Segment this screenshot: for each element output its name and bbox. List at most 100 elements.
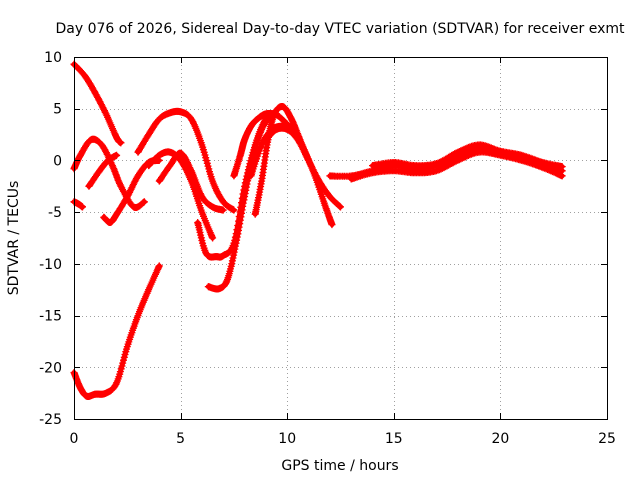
data-point: [437, 158, 445, 166]
data-point: [300, 147, 308, 155]
y-axis-label: SDTVAR / TECUs: [6, 181, 22, 296]
data-point: [102, 110, 110, 118]
data-point: [451, 150, 459, 158]
data-point: [308, 164, 316, 172]
data-point: [461, 153, 469, 161]
y-tick-label: 0: [53, 153, 62, 169]
data-point: [545, 166, 553, 174]
series-arc-4: [85, 151, 121, 190]
data-point: [442, 163, 450, 171]
data-point: [303, 153, 311, 161]
series-arc-18: [369, 141, 566, 171]
data-point: [102, 147, 110, 155]
data-point: [182, 156, 190, 164]
series-arc-6: [70, 262, 163, 400]
data-point: [307, 161, 315, 169]
data-point: [558, 163, 566, 171]
data-point: [258, 141, 266, 149]
data-point: [101, 107, 108, 115]
data-point: [209, 234, 217, 242]
x-axis-label: GPS time / hours: [281, 458, 398, 474]
data-point: [451, 158, 459, 166]
data-point: [116, 181, 124, 189]
x-tick-label: 20: [491, 431, 509, 447]
data-point: [298, 142, 306, 150]
data-point: [112, 380, 120, 388]
data-point: [95, 96, 103, 104]
data-point: [437, 165, 445, 173]
data-point: [458, 154, 466, 162]
data-point: [113, 151, 121, 159]
y-tick-label: -10: [39, 257, 62, 273]
data-point: [310, 167, 318, 175]
data-point: [458, 146, 466, 154]
data-point: [103, 150, 111, 158]
data-point: [457, 155, 465, 163]
x-tick-label: 15: [385, 431, 403, 447]
data-point: [187, 165, 194, 173]
data-point: [186, 164, 194, 172]
data-point: [140, 198, 148, 206]
data-point: [190, 119, 197, 127]
data-point: [452, 157, 460, 165]
data-point: [463, 144, 471, 152]
series-arc-3: [70, 198, 86, 211]
data-point: [298, 144, 306, 152]
data-point: [108, 160, 116, 168]
chart-title: Day 076 of 2026, Sidereal Day-to-day VTE…: [56, 21, 626, 37]
data-point: [305, 158, 313, 166]
data-point: [101, 108, 109, 116]
data-point: [126, 187, 134, 195]
data-point: [98, 102, 106, 110]
data-point: [233, 236, 241, 244]
data-point: [449, 151, 457, 158]
data-point: [547, 167, 555, 175]
plot-area: [70, 60, 566, 400]
series-arc-11: [204, 112, 274, 293]
data-point: [258, 139, 266, 147]
data-point: [299, 145, 307, 153]
data-point: [454, 148, 462, 156]
data-point: [97, 101, 105, 109]
data-point: [189, 118, 197, 126]
data-point: [187, 167, 195, 175]
data-point: [448, 160, 456, 167]
data-point: [305, 156, 312, 164]
data-point: [306, 159, 314, 167]
data-point: [302, 152, 310, 160]
data-point: [454, 156, 462, 164]
data-point: [116, 179, 123, 187]
y-tick-label: -15: [39, 309, 62, 325]
data-point: [99, 104, 107, 112]
data-point: [297, 141, 305, 149]
data-point: [129, 182, 137, 190]
x-tick-label: 5: [176, 431, 185, 447]
data-point: [79, 203, 86, 211]
y-tick-label: 10: [44, 50, 62, 66]
data-point: [183, 157, 191, 165]
x-tick-label: 10: [278, 431, 296, 447]
series-arc-1: [70, 60, 125, 147]
grid: [74, 57, 607, 419]
series-arc-9: [155, 149, 227, 214]
data-point: [102, 149, 110, 157]
data-point: [452, 149, 460, 157]
data-point: [460, 145, 468, 153]
data-point: [460, 154, 468, 162]
data-point: [457, 147, 465, 155]
data-point: [455, 148, 463, 155]
series-arc-17: [347, 148, 566, 183]
data-point: [302, 150, 309, 158]
data-point: [304, 155, 312, 163]
data-point: [129, 181, 137, 188]
y-tick-label: -5: [48, 205, 62, 221]
data-point: [464, 152, 472, 159]
axis-ticks: 0 5 10 15 20 25 -25 -20 -15 -10 -5 0 5 10: [39, 50, 616, 447]
y-tick-label: 5: [53, 102, 62, 118]
data-point: [126, 188, 134, 196]
data-point: [548, 168, 556, 176]
data-point: [117, 182, 125, 190]
data-point: [230, 206, 238, 214]
data-point: [558, 172, 566, 180]
